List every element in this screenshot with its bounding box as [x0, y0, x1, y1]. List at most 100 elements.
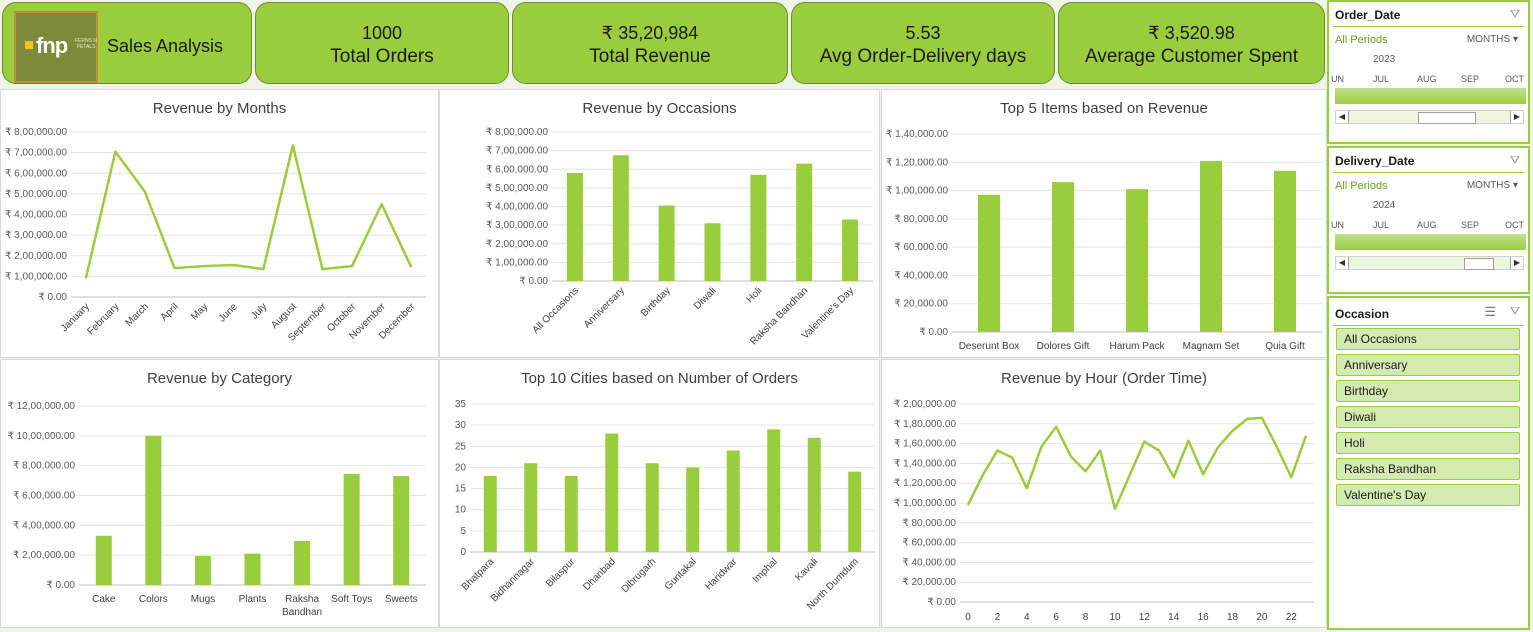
timeline-bar[interactable]: [1335, 234, 1526, 250]
chart-revenue-by-hour[interactable]: Revenue by Hour (Order Time) ₹ 0.00 ₹ 20,…: [881, 359, 1327, 628]
x-tick-label: Haridwar: [703, 556, 740, 593]
x-tick-label: Plants: [239, 594, 267, 605]
bar: [1274, 170, 1296, 332]
occasion-item-anniversary[interactable]: Anniversary: [1336, 354, 1520, 376]
x-tick-label: 18: [1227, 612, 1239, 623]
period-label: All Periods: [1335, 34, 1388, 46]
scroll-thumb[interactable]: [1464, 258, 1494, 270]
period-label: All Periods: [1335, 180, 1388, 192]
y-tick-label: ₹ 60,000.00: [894, 242, 948, 253]
y-tick-label: ₹ 8,00,000.00: [486, 127, 548, 138]
kpi-label: Avg Order-Delivery days: [819, 46, 1027, 67]
x-tick-label: March: [124, 301, 151, 328]
dropdown-arrow-icon: ▾: [1512, 180, 1518, 191]
occasion-item-valentines-day[interactable]: Valentine's Day: [1336, 484, 1520, 506]
y-tick-label: ₹ 1,00,000.00: [894, 498, 956, 509]
chart-revenue-by-months[interactable]: Revenue by Months ₹ 0.00 ₹ 1,00,000.00 ₹ 2…: [0, 89, 439, 358]
granularity-dropdown[interactable]: MONTHS ▾: [1467, 180, 1518, 191]
timeline-scrollbar[interactable]: ◀ ▶: [1335, 256, 1524, 270]
scroll-left-icon[interactable]: ◀: [1336, 111, 1349, 123]
x-tick-label: 20: [1256, 612, 1268, 623]
bar: [244, 553, 261, 585]
bar: [564, 475, 578, 552]
kpi-label: Total Orders: [330, 46, 434, 67]
timeline-scrollbar[interactable]: ◀ ▶: [1335, 110, 1524, 124]
occasion-item-raksha-bandhan[interactable]: Raksha Bandhan: [1336, 458, 1520, 480]
year-label: 2023: [1373, 54, 1396, 65]
y-tick-label: ₹ 4,00,000.00: [486, 202, 548, 213]
x-tick-label: Soft Toys: [331, 594, 372, 605]
occasion-item-holi[interactable]: Holi: [1336, 432, 1520, 454]
x-tick-label: Sweets: [385, 594, 418, 605]
y-tick-label: ₹ 1,00,000.00: [886, 186, 948, 197]
scroll-left-icon[interactable]: ◀: [1336, 257, 1349, 269]
occasion-slicer[interactable]: Occasion ☰ ⛛ All Occasions Anniversary B…: [1327, 296, 1530, 630]
x-tick-label: 22: [1286, 612, 1298, 623]
granularity-dropdown[interactable]: MONTHS ▾: [1467, 34, 1518, 45]
x-tick-label: 6: [1053, 612, 1059, 623]
y-tick-label: ₹ 1,40,000.00: [886, 129, 948, 140]
occasion-item-birthday[interactable]: Birthday: [1336, 380, 1520, 402]
x-tick-label: Imphal: [751, 556, 780, 585]
x-tick-label: Colors: [139, 594, 168, 605]
y-tick-label: 30: [455, 420, 467, 431]
scroll-right-icon[interactable]: ▶: [1510, 111, 1523, 123]
clear-filter-icon[interactable]: ⛛: [1509, 7, 1520, 21]
bar: [848, 471, 862, 552]
x-tick-label: Raksha Bandhan: [282, 594, 322, 618]
delivery-date-slicer[interactable]: Delivery_Date ⛛ All Periods MONTHS ▾ 202…: [1327, 146, 1530, 294]
y-tick-label: ₹ 7,00,000.00: [486, 146, 548, 157]
month-label: UN: [1331, 74, 1344, 84]
order-date-slicer[interactable]: Order_Date ⛛ All Periods MONTHS ▾ 2023 U…: [1327, 0, 1530, 144]
kpi-value: 1000: [361, 23, 403, 43]
chart-top10-cities[interactable]: Top 10 Cities based on Number of Orders …: [439, 359, 880, 628]
logo-subtext: FERNS N PETALS: [75, 38, 97, 50]
x-tick-label: Cake: [92, 594, 116, 605]
x-tick-label: Quia Gift: [1265, 341, 1305, 352]
clear-filter-icon[interactable]: ⛛: [1509, 153, 1520, 167]
timeline-bar[interactable]: [1335, 88, 1526, 104]
chart-svg: ₹ 0.00 ₹ 1,00,000.00 ₹ 2,00,000.00 ₹ 3,00,0…: [486, 127, 873, 347]
series-line: [966, 416, 1308, 511]
y-tick-label: ₹ 0.00: [919, 327, 948, 338]
occasion-item-diwali[interactable]: Diwali: [1336, 406, 1520, 428]
y-tick-label: ₹ 4,00,000.00: [5, 210, 67, 221]
chart-svg: ₹ 0.00 ₹ 1,00,000.00 ₹ 2,00,000.00 ₹ 3,00,0…: [5, 127, 426, 344]
y-tick-label: ₹ 0.00: [519, 276, 548, 287]
bar: [605, 433, 619, 552]
month-label: SEP: [1461, 74, 1480, 84]
month-label: JUL: [1373, 74, 1390, 84]
y-tick-label: ₹ 7,00,000.00: [5, 148, 67, 159]
y-tick-label: ₹ 40,000.00: [902, 557, 956, 568]
clear-filter-icon[interactable]: ⛛: [1509, 304, 1520, 318]
bar: [726, 450, 740, 552]
y-tick-label: ₹ 2,00,000.00: [5, 251, 67, 262]
scroll-thumb[interactable]: [1418, 112, 1476, 124]
x-tick-label: 8: [1083, 612, 1089, 623]
x-tick-label: Diwali: [692, 285, 719, 312]
chart-revenue-by-occasions[interactable]: Revenue by Occasions ₹ 0.00 ₹ 1,00,000.00…: [439, 89, 880, 358]
y-tick-label: ₹ 3,00,000.00: [486, 220, 548, 231]
kpi-total-revenue: ₹ 35,20,984 Total Revenue: [512, 2, 788, 84]
divider: [1333, 172, 1524, 173]
chart-title: Revenue by Category: [146, 370, 293, 387]
x-tick-label: February: [85, 301, 121, 337]
bar: [796, 163, 813, 281]
x-tick-label: Deserunt Box: [959, 341, 1020, 352]
bar: [658, 205, 675, 281]
chart-top5-items[interactable]: Top 5 Items based on Revenue ₹ 0.00 ₹ 20,…: [881, 89, 1327, 358]
occasion-item-all-occasions[interactable]: All Occasions: [1336, 328, 1520, 350]
multi-select-icon[interactable]: ☰: [1484, 304, 1496, 319]
month-label: OCT: [1505, 74, 1524, 84]
bar: [524, 463, 538, 552]
y-tick-label: 25: [455, 441, 467, 452]
scroll-right-icon[interactable]: ▶: [1510, 257, 1523, 269]
y-tick-label: 20: [455, 462, 467, 473]
y-tick-label: ₹ 12,00,000.00: [7, 401, 75, 412]
x-tick-label: Anniversary: [582, 285, 627, 330]
chart-title: Revenue by Occasions: [582, 100, 737, 117]
chart-revenue-by-category[interactable]: Revenue by Category ₹ 0.00 ₹ 2,00,000.00 ₹…: [0, 359, 439, 628]
bar: [566, 172, 583, 281]
y-tick-label: ₹ 2,00,000.00: [894, 399, 956, 410]
chart-title: Revenue by Hour (Order Time): [1001, 370, 1207, 387]
